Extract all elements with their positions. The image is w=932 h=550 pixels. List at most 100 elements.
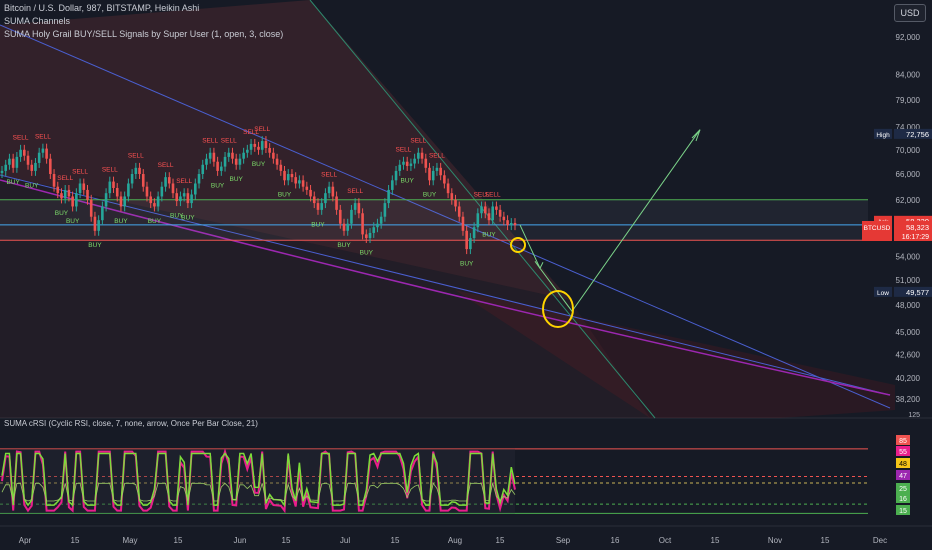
sell-signal-label: SELL: [72, 168, 88, 175]
osc-level-label: 47: [899, 473, 907, 480]
candle: [26, 155, 30, 165]
candle: [476, 213, 480, 228]
sell-signal-label: SELL: [158, 162, 174, 169]
candle: [506, 220, 509, 226]
candle: [376, 223, 379, 228]
high-price: [894, 128, 932, 139]
candle: [509, 222, 513, 226]
x-tick-label: 15: [391, 536, 400, 545]
candle: [108, 181, 112, 194]
x-tick-label: Sep: [556, 536, 571, 545]
candle: [205, 158, 208, 165]
candle: [268, 148, 271, 153]
sell-signal-label: SELL: [102, 166, 118, 173]
sell-signal-label: SELL: [254, 126, 270, 133]
high-value: 72,756: [906, 130, 929, 139]
sell-signal-label: SELL: [57, 175, 73, 182]
candle: [316, 203, 320, 210]
candle: [60, 193, 63, 199]
sell-signal-label: SELL: [485, 191, 501, 198]
osc-level-tag: [896, 470, 910, 480]
candle: [246, 149, 249, 153]
osc-level-tag: [896, 458, 910, 468]
candle: [8, 158, 11, 165]
osc-level-tag: [896, 483, 910, 493]
candle: [56, 186, 60, 194]
candle: [387, 189, 390, 204]
sell-signal-label: SELL: [35, 133, 51, 140]
candle: [353, 203, 357, 210]
candle: [45, 148, 48, 159]
x-tick-label: Jun: [234, 536, 247, 545]
last-price-tag: [862, 221, 892, 241]
x-tick-label: Oct: [659, 536, 672, 545]
y-tick-label: 70,000: [896, 146, 921, 155]
y-tick-label: 66,000: [896, 170, 921, 179]
sell-signal-label: SELL: [202, 138, 218, 145]
candle: [134, 167, 138, 175]
last-price-box: [894, 221, 932, 241]
candle: [145, 186, 149, 197]
y-tick-label: 42,600: [896, 350, 921, 359]
candle: [149, 196, 152, 204]
candle: [115, 187, 119, 197]
candle: [167, 177, 171, 184]
candle: [428, 167, 431, 181]
candle: [290, 174, 294, 178]
candle: [491, 206, 494, 221]
sell-signal-label: SELL: [321, 172, 337, 179]
osc-level-tag: [896, 493, 910, 503]
highlight-circle-large: [542, 290, 574, 328]
candle: [41, 148, 45, 153]
candle: [413, 158, 416, 164]
buy-signal-label: BUY: [181, 215, 195, 222]
candle: [257, 146, 260, 150]
candle: [75, 193, 78, 207]
candle: [309, 189, 312, 197]
candle: [435, 167, 439, 171]
candle: [498, 209, 502, 217]
candle: [104, 193, 108, 207]
candle: [383, 203, 387, 217]
buy-signal-label: BUY: [211, 182, 225, 189]
candle: [398, 164, 402, 171]
osc-level-label: 48: [899, 461, 907, 468]
candle: [4, 164, 8, 171]
crsi-lower-band: [1, 482, 516, 502]
candle: [208, 152, 212, 159]
osc-level-label: 15: [899, 508, 907, 515]
candle: [346, 223, 350, 231]
indicator-holy-grail[interactable]: SUMA Holy Grail BUY/SELL Signals by Supe…: [4, 29, 284, 39]
ask-price: [894, 215, 932, 226]
candle: [331, 186, 335, 197]
x-tick-label: 15: [282, 536, 291, 545]
candle: [272, 152, 275, 159]
channel-curve-purple: [0, 179, 891, 396]
currency-button[interactable]: USD: [894, 4, 926, 22]
candle: [454, 199, 457, 207]
sell-signal-label: SELL: [13, 135, 29, 142]
x-tick-label: 15: [711, 536, 720, 545]
x-tick-label: 15: [71, 536, 80, 545]
osc-level-tag: [896, 446, 910, 456]
candle: [101, 206, 104, 221]
candle: [286, 174, 290, 181]
buy-signal-label: BUY: [114, 218, 128, 225]
high-tag: [874, 128, 892, 139]
buy-signal-label: BUY: [423, 192, 437, 199]
buy-signal-label: BUY: [401, 177, 415, 184]
projection-arrow-head: [691, 129, 701, 142]
candle: [324, 193, 327, 204]
indicator-suma-channels[interactable]: SUMA Channels: [4, 16, 71, 26]
buy-signal-label: BUY: [460, 261, 474, 268]
x-tick-label: May: [122, 536, 137, 545]
chart-title: Bitcoin / U.S. Dollar, 987, BITSTAMP, He…: [4, 3, 200, 13]
sell-signal-label: SELL: [347, 188, 363, 195]
candle: [350, 209, 353, 224]
candle: [320, 203, 323, 210]
candle: [305, 186, 309, 190]
candle: [312, 196, 316, 204]
candle: [513, 222, 517, 226]
high-tag-label: High: [876, 132, 890, 139]
